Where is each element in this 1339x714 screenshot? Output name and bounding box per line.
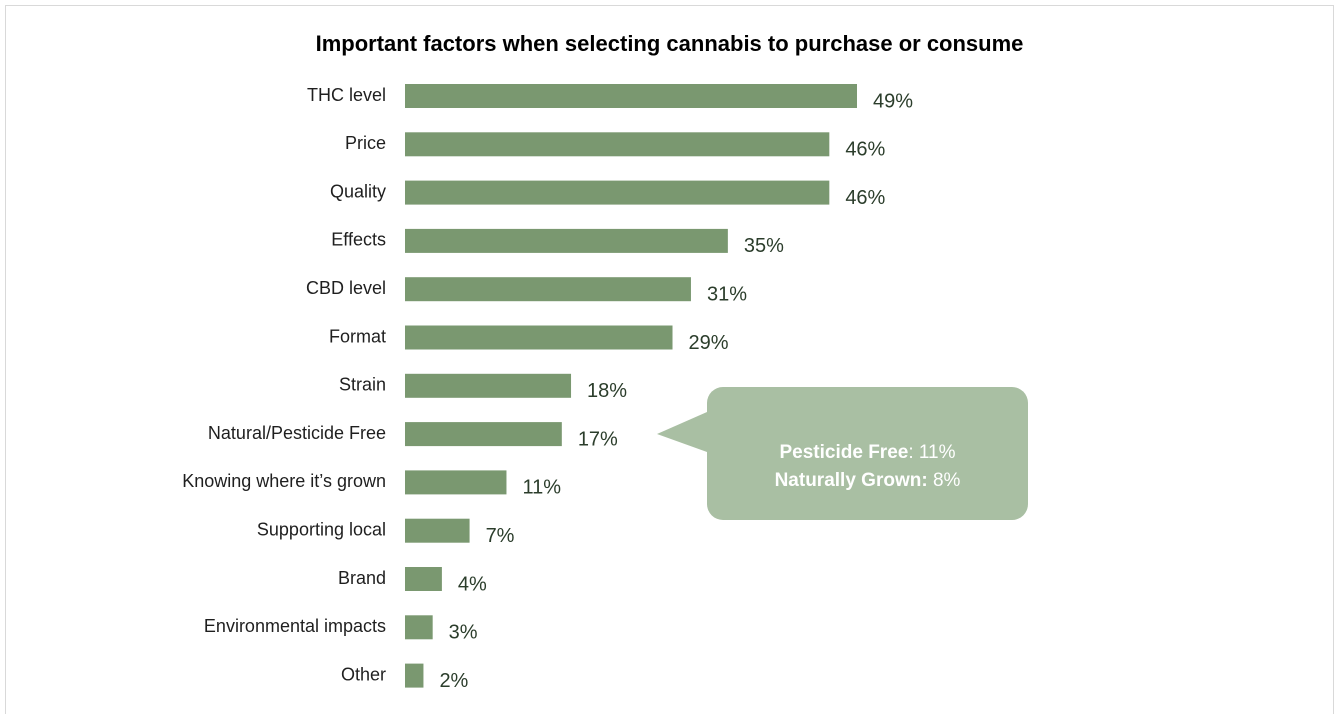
bar <box>405 228 728 253</box>
bar <box>405 132 830 157</box>
category-label: Effects <box>331 230 386 250</box>
callout-label: Naturally Grown: <box>774 470 928 491</box>
chart-frame <box>5 5 1334 714</box>
category-label: Environmental impacts <box>204 616 386 636</box>
category-label: CBD level <box>306 278 386 298</box>
bar <box>405 180 830 205</box>
value-labels: 49% 46% 46% 35% 31% 29% 18% 17% 11% 7% 4% 3% 2% <box>439 90 913 692</box>
callout-label: Pesticide Free <box>779 442 909 463</box>
bar <box>405 277 691 302</box>
category-label: Quality <box>330 181 386 201</box>
bars <box>405 84 857 688</box>
value-label: 35% <box>744 235 784 257</box>
category-label: Brand <box>338 568 386 588</box>
callout-pointer-shape <box>657 412 707 452</box>
value-label: 2% <box>439 670 468 692</box>
value-label: 17% <box>578 428 618 450</box>
chart-title: Important factors when selecting cannabi… <box>315 31 1024 56</box>
bar <box>405 567 442 591</box>
bar <box>405 615 433 640</box>
value-label: 4% <box>458 573 487 595</box>
bar <box>405 422 562 447</box>
category-label: Strain <box>339 375 386 395</box>
callout-line-naturally-grown: Naturally Grown: 8% <box>707 467 1028 495</box>
category-labels: THC level Price Quality Effects CBD level For… <box>182 85 386 685</box>
category-label: Other <box>341 664 386 684</box>
category-label: Price <box>345 133 386 153</box>
bar <box>405 373 572 398</box>
category-label: THC level <box>307 85 386 105</box>
value-label: 29% <box>689 332 729 354</box>
value-label: 3% <box>449 622 478 644</box>
value-label: 49% <box>873 90 913 112</box>
category-label: Knowing where it’s grown <box>182 471 386 491</box>
bar <box>405 663 424 688</box>
value-label: 46% <box>845 139 885 161</box>
category-label: Format <box>329 326 386 346</box>
value-label: 7% <box>486 525 515 547</box>
category-label: Supporting local <box>257 519 386 539</box>
value-label: 11% <box>522 477 561 499</box>
value-label: 31% <box>707 283 747 305</box>
callout-text: Pesticide Free: 11% Naturally Grown: 8% <box>707 439 1028 495</box>
callout-line-pesticide-free: Pesticide Free: 11% <box>707 439 1028 467</box>
annotation-callout: Pesticide Free: 11% Naturally Grown: 8% <box>707 387 1028 520</box>
bar <box>405 518 470 543</box>
bar <box>405 470 507 495</box>
callout-value: 11% <box>918 442 956 463</box>
value-label: 46% <box>845 187 885 209</box>
value-label: 18% <box>587 380 627 402</box>
bar <box>405 84 857 108</box>
category-label: Natural/Pesticide Free <box>208 423 386 443</box>
callout-value: 8% <box>932 470 961 491</box>
callout-separator: : <box>908 442 919 463</box>
bar <box>405 325 673 350</box>
